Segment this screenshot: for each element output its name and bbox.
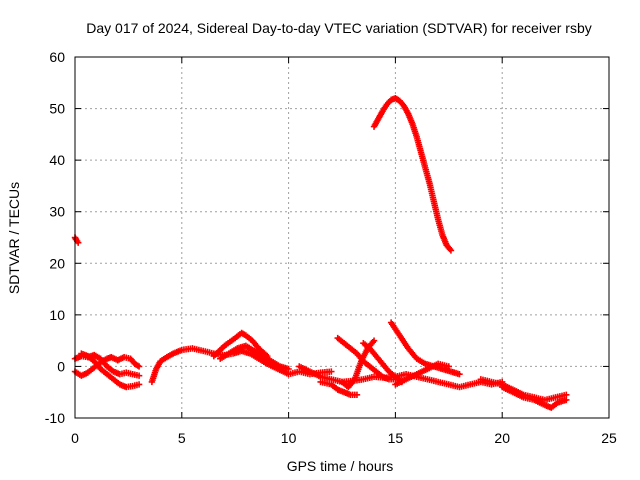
data-point <box>456 370 463 378</box>
data-series-layer <box>71 95 570 411</box>
grid-lines <box>75 57 609 418</box>
y-tick-label: 50 <box>49 101 65 117</box>
data-series-arc-13 <box>370 95 455 254</box>
data-point <box>445 363 452 370</box>
data-point <box>328 368 335 375</box>
x-tick-label: 10 <box>281 430 297 446</box>
x-tick-label: 25 <box>601 430 617 446</box>
y-axis-label: SDTVAR / TECUs <box>6 182 22 294</box>
data-series-arc-4 <box>78 350 143 391</box>
data-series-arc-17 <box>499 383 570 411</box>
data-point <box>135 372 143 379</box>
y-tick-label: 40 <box>49 152 65 168</box>
data-point <box>353 391 361 398</box>
y-tick-label: 20 <box>49 255 65 271</box>
data-series-arc-11 <box>338 337 378 391</box>
plot-frame <box>74 56 610 419</box>
data-series-arc-9 <box>317 378 361 398</box>
x-axis-label: GPS time / hours <box>287 458 394 474</box>
x-tick-label: 0 <box>71 430 79 446</box>
y-tick-label: 0 <box>57 358 65 374</box>
data-series-arc-1 <box>71 234 82 246</box>
x-tick-label: 20 <box>494 430 510 446</box>
data-point <box>446 245 454 253</box>
data-point <box>135 381 143 388</box>
data-point <box>563 396 570 404</box>
chart-title: Day 017 of 2024, Sidereal Day-to-day VTE… <box>86 20 592 36</box>
x-tick-label: 15 <box>388 430 404 446</box>
data-point <box>447 247 455 254</box>
data-series-arc-15 <box>392 360 452 388</box>
y-tick-label: 10 <box>49 307 65 323</box>
data-series-arc-7 <box>217 342 292 373</box>
y-tick-label: 30 <box>49 204 65 220</box>
x-tick-label: 5 <box>178 430 186 446</box>
data-point <box>75 239 82 246</box>
y-tick-label: -10 <box>45 410 65 426</box>
axis-ticks: 0 5 10 15 20 25 -10 0 10 20 30 40 50 60 <box>45 49 617 446</box>
y-tick-label: 60 <box>49 49 65 65</box>
data-point <box>370 337 378 344</box>
data-point <box>135 363 143 370</box>
data-point <box>285 365 292 373</box>
data-series-arc-5 <box>148 345 335 386</box>
